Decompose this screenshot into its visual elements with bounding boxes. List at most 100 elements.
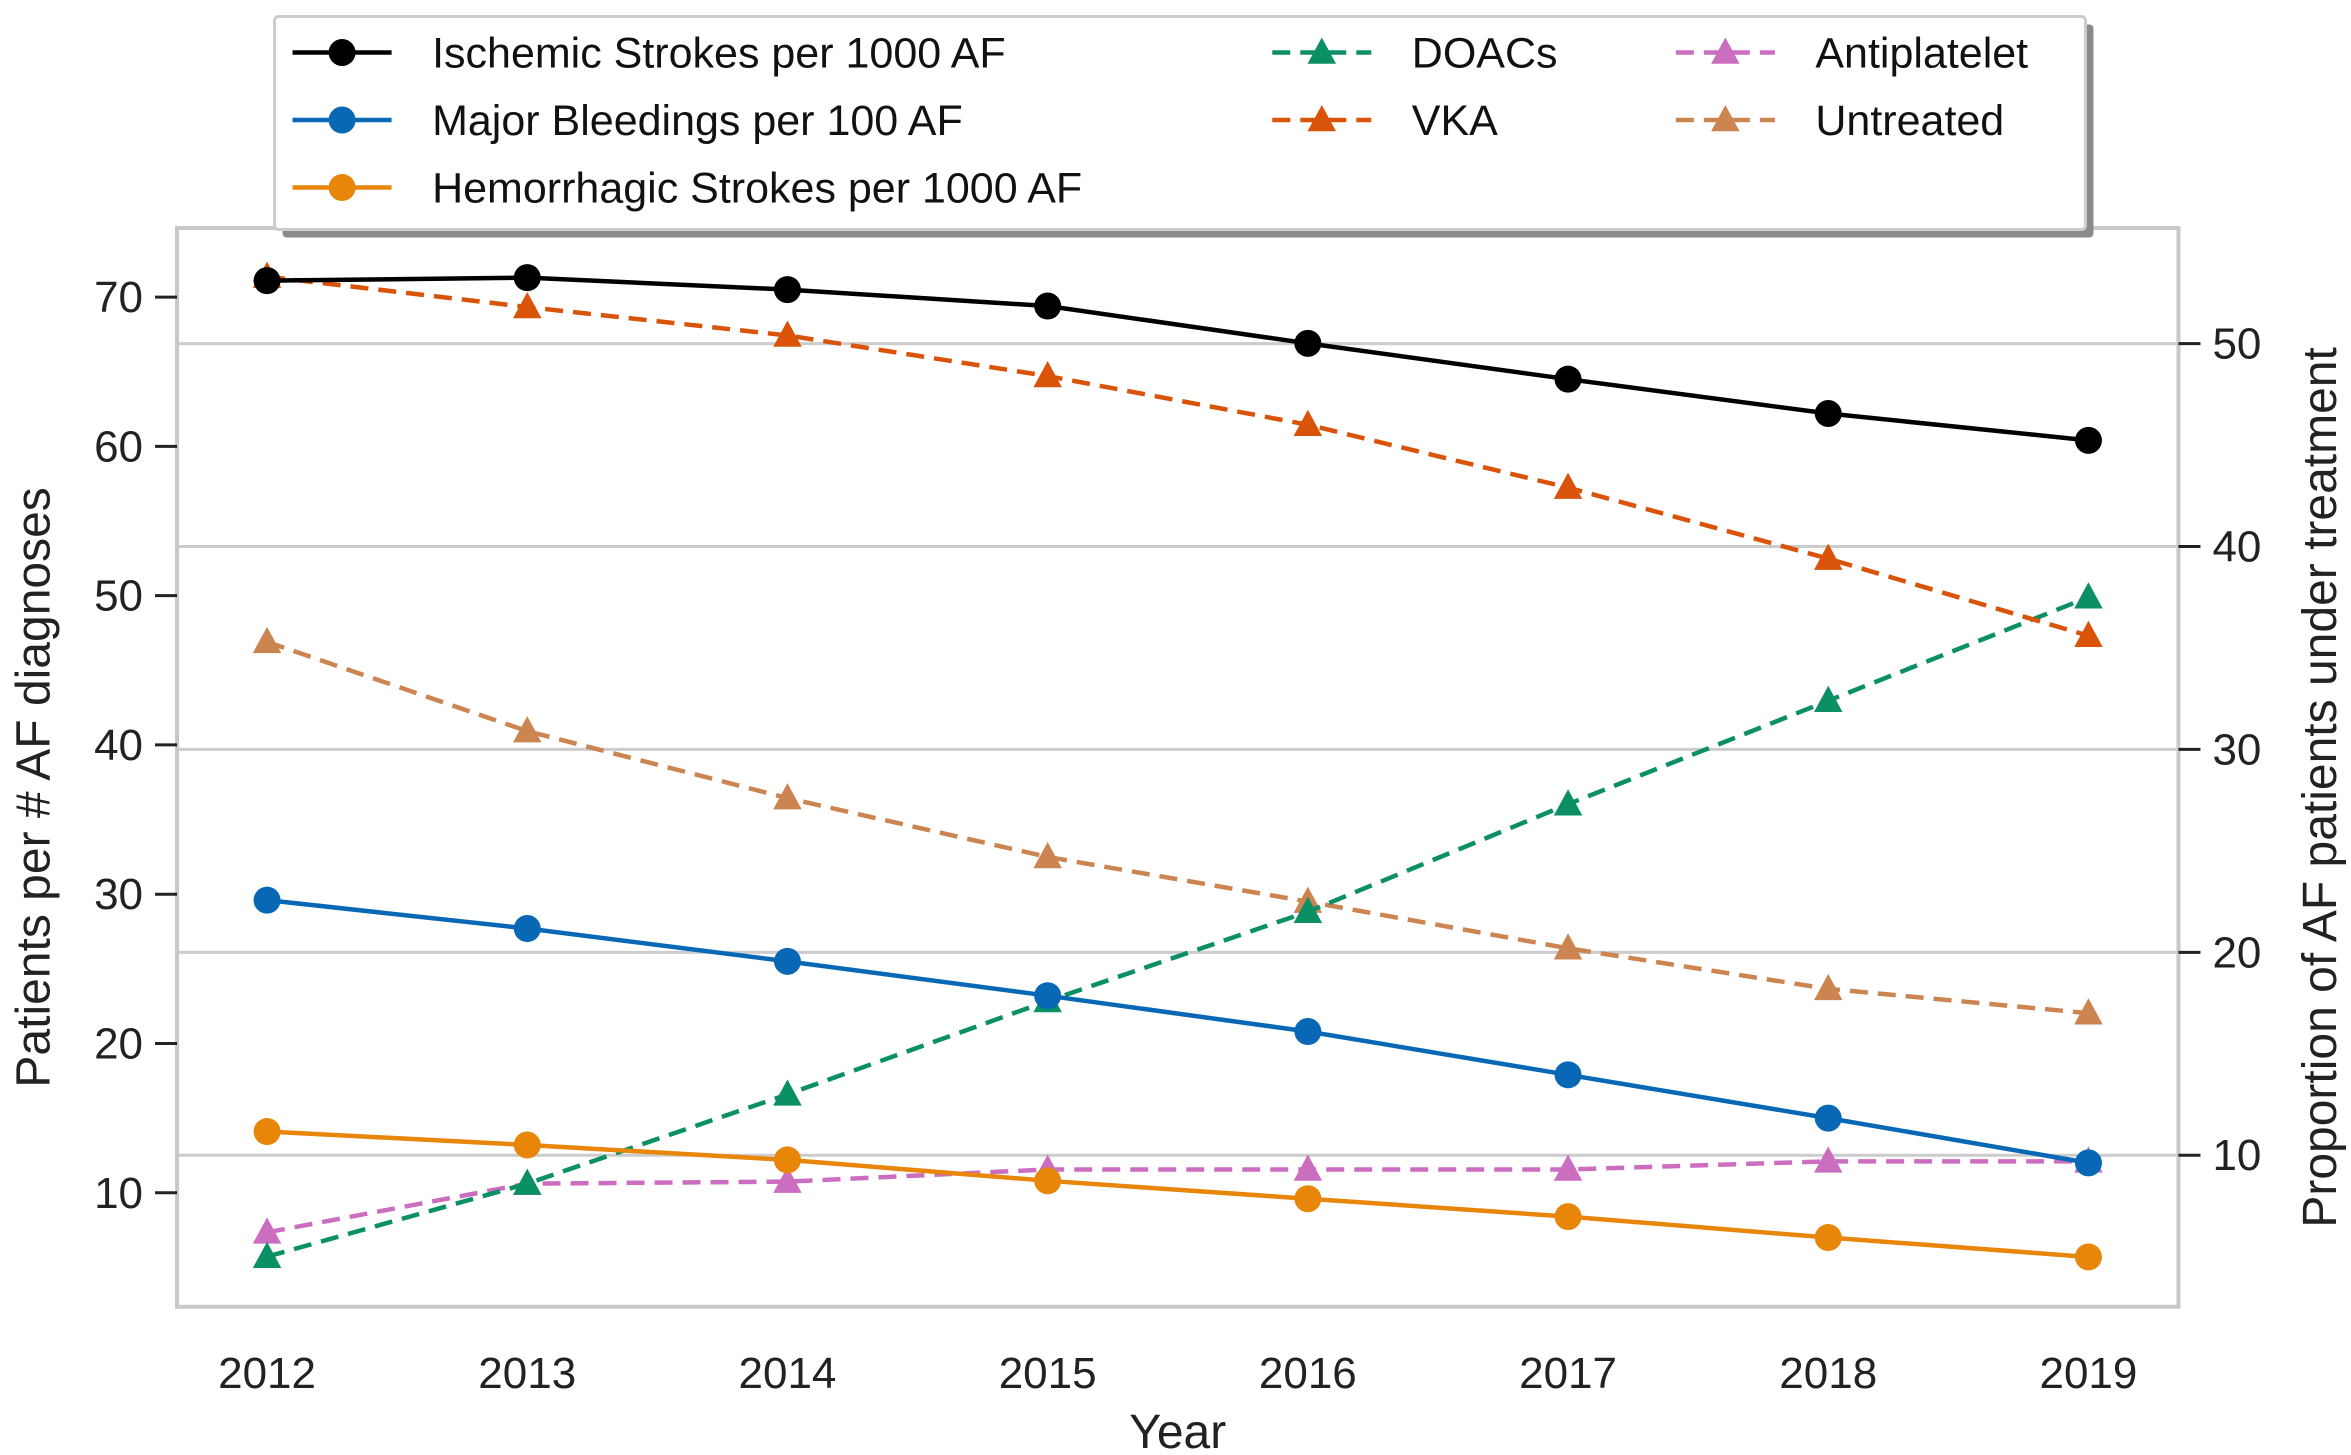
data-point: [1814, 1224, 1842, 1252]
data-point: [1293, 1154, 1323, 1181]
legend-marker-icon: [1307, 37, 1337, 64]
legend-label: DOACs: [1412, 30, 1558, 78]
data-point: [1554, 1061, 1582, 1089]
series-line: [266, 1159, 2089, 1235]
legend-label: Ischemic Strokes per 1000 AF: [432, 30, 1006, 78]
axes: 10 20 30 40 50 60 70 10 20 30 40 50 2012 2013 2014 2015…: [94, 273, 2261, 1398]
data-point: [513, 292, 542, 319]
legend-label: Major Bleedings per 100 AF: [432, 97, 963, 145]
y-tick-label-left: 70: [94, 273, 143, 322]
legend-marker-icon: [1307, 105, 1337, 132]
data-point: [1813, 685, 1843, 712]
y-tick-label-left: 10: [94, 1169, 143, 1218]
y-tick-label-left: 20: [94, 1019, 143, 1068]
gridlines: [177, 342, 2179, 1157]
legend-marker-icon: [1711, 105, 1740, 132]
data-point: [1034, 1167, 1062, 1195]
data-point: [253, 1118, 281, 1146]
data-point: [1034, 292, 1062, 320]
legend-marker-icon: [328, 106, 356, 134]
y-tick-label-right: 20: [2212, 928, 2261, 977]
data-point: [513, 1168, 542, 1195]
data-point: [1294, 1185, 1322, 1213]
x-tick-label: 2015: [999, 1349, 1097, 1398]
y-tick-label-right: 10: [2212, 1131, 2261, 1180]
y-tick-label-right: 30: [2212, 725, 2261, 774]
series-hemorrhagic-strokes-per-1000-af: [253, 1118, 2102, 1271]
data-point: [1814, 1104, 1842, 1132]
series-vka: [252, 261, 2103, 648]
data-point: [252, 1241, 282, 1268]
y-tick-label-right: 50: [2212, 320, 2261, 369]
legend-entry: Untreated: [1675, 97, 2004, 145]
data-point: [1554, 1203, 1582, 1231]
data-point: [253, 886, 281, 914]
data-point: [252, 626, 282, 654]
data-point: [253, 267, 281, 295]
data-point: [1033, 361, 1062, 388]
y-axis-label-right: Proportion of AF patients under treatmen…: [2294, 347, 2347, 1228]
legend-marker-icon: [328, 174, 356, 202]
series-line: [266, 595, 2090, 1259]
data-point: [1814, 400, 1842, 428]
series-major-bleedings-per-100-af: [253, 886, 2102, 1177]
data-point: [2074, 582, 2103, 609]
series-line: [266, 639, 2089, 1016]
data-point: [252, 1217, 282, 1244]
data-point: [513, 264, 541, 292]
y-tick-label-left: 50: [94, 572, 143, 621]
data-point: [773, 1079, 802, 1106]
x-axis-label: Year: [1129, 1406, 1226, 1455]
series-line: [267, 275, 2089, 443]
legend-entry: Antiplatelet: [1675, 30, 2028, 78]
data-point: [1553, 472, 1583, 499]
data-point: [2074, 426, 2102, 454]
x-tick-label: 2018: [1779, 1349, 1877, 1398]
series-untreated: [252, 626, 2103, 1025]
legend-entry: DOACs: [1272, 30, 1558, 78]
data-point: [2074, 620, 2103, 648]
data-point: [773, 320, 802, 347]
data-point: [2074, 1243, 2102, 1271]
data-point: [1294, 1018, 1322, 1046]
data-point: [773, 1166, 802, 1193]
series-line: [266, 1129, 2089, 1260]
data-point: [1294, 329, 1322, 357]
series-layer: [252, 261, 2103, 1271]
legend-label: Hemorrhagic Strokes per 1000 AF: [432, 165, 1082, 213]
data-point: [1813, 543, 1843, 570]
legend-marker-icon: [328, 39, 356, 67]
legend-label: Antiplatelet: [1815, 30, 2028, 78]
legend-label: VKA: [1412, 97, 1498, 145]
data-point: [1034, 982, 1062, 1010]
legend-entry: Major Bleedings per 100 AF: [292, 97, 963, 145]
legend-entry: Hemorrhagic Strokes per 1000 AF: [292, 165, 1082, 213]
data-point: [1813, 973, 1843, 1001]
data-point: [773, 1146, 801, 1174]
y-axis-label-left: Patients per # AF diagnoses: [8, 487, 61, 1087]
legend-entry: VKA: [1272, 97, 1498, 145]
data-point: [513, 1131, 541, 1159]
data-point: [1553, 933, 1583, 960]
data-point: [1554, 365, 1582, 393]
legend-label: Untreated: [1815, 97, 2004, 145]
data-point: [2074, 998, 2103, 1025]
series-ischemic-strokes-per-1000-af: [253, 264, 2102, 454]
x-tick-label: 2019: [2039, 1349, 2137, 1398]
y-tick-label-left: 40: [94, 721, 143, 770]
data-point: [1813, 1146, 1843, 1173]
series-line: [266, 274, 2090, 638]
data-point: [513, 915, 541, 943]
data-point: [2074, 1149, 2102, 1177]
x-tick-label: 2012: [218, 1349, 316, 1398]
y-tick-label-left: 60: [94, 422, 143, 471]
legend: Ischemic Strokes per 1000 AF Major Bleedi…: [273, 15, 2094, 238]
data-point: [773, 783, 802, 810]
data-point: [1033, 841, 1062, 869]
x-tick-label: 2014: [739, 1349, 837, 1398]
y-tick-label-left: 30: [94, 870, 143, 919]
legend-entry: Ischemic Strokes per 1000 AF: [292, 30, 1006, 78]
data-point: [773, 276, 801, 304]
data-point: [1293, 896, 1323, 923]
data-point: [1553, 1154, 1583, 1181]
